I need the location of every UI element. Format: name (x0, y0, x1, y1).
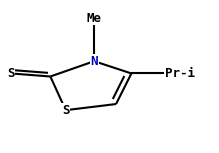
Text: S: S (62, 104, 69, 117)
Text: S: S (7, 67, 15, 80)
Text: Pr-i: Pr-i (165, 67, 194, 80)
Text: N: N (90, 55, 98, 68)
Text: Me: Me (87, 12, 102, 25)
